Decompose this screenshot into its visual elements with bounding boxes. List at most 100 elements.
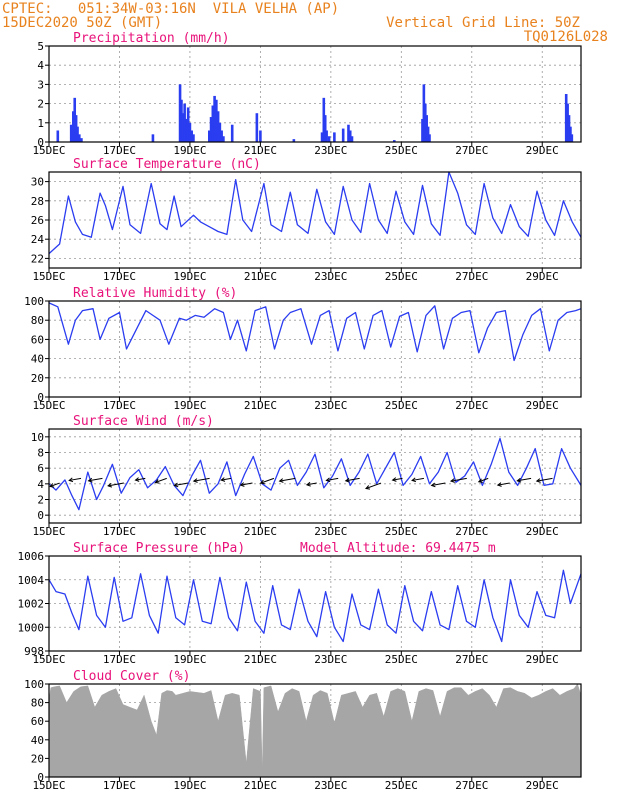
humidity-xtick-label: 27DEC <box>455 399 488 412</box>
wind-vector-head <box>134 477 140 482</box>
wind-ytick-label: 2 <box>37 494 44 507</box>
wind-xtick-label: 17DEC <box>103 525 136 538</box>
temperature-xtick-label: 27DEC <box>455 270 488 283</box>
wind-vector <box>392 477 403 481</box>
wind-xtick-label: 29DEC <box>526 525 559 538</box>
pressure-annotation: Model Altitude: 69.4475 m <box>300 541 496 556</box>
precip-bar <box>178 84 182 142</box>
humidity-ytick-label: 20 <box>31 372 44 385</box>
temperature-ytick-label: 22 <box>31 252 44 265</box>
humidity-xtick-label: 23DEC <box>314 399 347 412</box>
wind-vector-head <box>220 477 226 482</box>
wind-vector-head <box>325 477 331 483</box>
wind-vector <box>221 477 232 481</box>
cloud-cover-xtick-label: 25DEC <box>385 779 418 792</box>
pressure-xtick-label: 21DEC <box>244 653 277 666</box>
wind-vector <box>431 482 446 486</box>
precipitation-xtick-label: 27DEC <box>455 144 488 157</box>
temperature-ytick-label: 26 <box>31 214 44 227</box>
humidity-frame <box>48 300 582 398</box>
humidity-ytick-label: 0 <box>37 391 44 404</box>
wind-vector-head <box>516 477 522 483</box>
pressure-xtick-label: 25DEC <box>385 653 418 666</box>
precip-bar <box>347 124 350 142</box>
temperature-xtick-label: 23DEC <box>314 270 347 283</box>
cloud-cover-xtick-label: 17DEC <box>103 779 136 792</box>
precip-bar <box>218 122 222 142</box>
cloud-cover-xtick-label: 15DEC <box>32 779 65 792</box>
pressure-line <box>48 569 582 643</box>
wind-vector <box>365 482 382 489</box>
wind-frame <box>48 428 582 524</box>
humidity-xtick-label: 19DEC <box>173 399 206 412</box>
pressure-panel: 998 1000 1002 1004 1006 15DEC 17DEC 19DEC 21DEC 2… <box>18 541 582 666</box>
humidity-xtick-label: 29DEC <box>526 399 559 412</box>
wind-vector-head <box>391 477 397 482</box>
wind-vector-head <box>278 478 284 483</box>
cloud-cover-xtick-label: 19DEC <box>173 779 206 792</box>
wind-vector <box>135 477 146 481</box>
precip-bar <box>292 139 296 142</box>
precip-bar <box>56 130 60 142</box>
precip-bar <box>220 130 223 142</box>
pressure-ytick-label: 998 <box>24 645 44 658</box>
wind-xtick-label: 27DEC <box>455 525 488 538</box>
temperature-xtick-label: 21DEC <box>244 270 277 283</box>
precip-bar <box>211 105 215 142</box>
wind-vector <box>497 482 510 486</box>
wind-vector <box>174 482 189 486</box>
precip-bar <box>180 99 183 142</box>
precip-bar <box>209 117 213 142</box>
precip-bar <box>341 128 345 142</box>
location-line: CPTEC: 051:34W-03:16N VILA VELHA (AP) <box>2 1 339 17</box>
wind-ytick-label: 0 <box>37 509 44 522</box>
precip-bar <box>392 140 396 142</box>
wind-title: Surface Wind (m/s) <box>73 414 214 429</box>
precip-bar <box>570 134 574 142</box>
precip-bar <box>74 115 78 142</box>
wind-vector-head <box>496 482 502 487</box>
temperature-panel: 22 24 26 28 30 15DEC 17DEC 19DEC 21DEC 23DEC 25DEC… <box>31 157 582 283</box>
precip-bar <box>425 115 428 142</box>
precip-bar <box>569 126 572 142</box>
temperature-xtick-label: 25DEC <box>385 270 418 283</box>
cloud-cover-xtick-label: 27DEC <box>455 779 488 792</box>
precip-bar <box>348 130 352 142</box>
temperature-title: Surface Temperature (nC) <box>73 157 261 172</box>
wind-vector <box>306 482 317 486</box>
precip-bar <box>76 126 79 142</box>
precip-bar <box>77 134 81 142</box>
wind-vector-head <box>411 477 417 483</box>
wind-vector <box>326 477 339 481</box>
precip-bar <box>428 134 431 142</box>
pressure-xtick-label: 27DEC <box>455 653 488 666</box>
temperature-ytick-label: 24 <box>31 233 45 246</box>
wind-vector-head <box>535 478 541 483</box>
wind-vector <box>108 482 124 487</box>
wind-ytick-label: 10 <box>31 431 44 444</box>
precip-bar <box>350 136 354 142</box>
wind-panel: 0 2 4 6 8 10 15DEC 17DEC 19DEC 21DEC 23DEC 25DEC 27D… <box>31 414 582 538</box>
temperature-xtick-label: 29DEC <box>526 270 559 283</box>
precipitation-ytick-label: 0 <box>37 136 44 149</box>
precipitation-xtick-label: 15DEC <box>32 144 65 157</box>
cloud-cover-area <box>48 683 582 778</box>
wind-vector-head <box>49 483 55 488</box>
cloud-cover-xtick-label: 29DEC <box>526 779 559 792</box>
wind-vector <box>450 477 467 482</box>
precip-bar <box>186 107 190 142</box>
humidity-title: Relative Humidity (%) <box>73 286 237 301</box>
header: CPTEC: 051:34W-03:16N VILA VELHA (AP) 15… <box>2 1 608 45</box>
grid-note: Vertical Grid Line: 50Z <box>386 15 580 31</box>
wind-vector-head <box>68 477 74 483</box>
precip-bar <box>185 118 188 142</box>
precip-bar <box>69 124 73 142</box>
wind-ytick-label: 8 <box>37 447 44 460</box>
pressure-xtick-label: 29DEC <box>526 653 559 666</box>
precipitation-xtick-label: 17DEC <box>103 144 136 157</box>
humidity-panel: 0 20 40 60 80 100 15DEC 17DEC 19DEC 21DEC 23DEC 25D… <box>24 286 582 412</box>
precip-bar <box>213 95 216 142</box>
precipitation-xtick-label: 19DEC <box>173 144 206 157</box>
wind-ytick-label: 4 <box>37 478 44 491</box>
precipitation-frame <box>48 45 582 143</box>
